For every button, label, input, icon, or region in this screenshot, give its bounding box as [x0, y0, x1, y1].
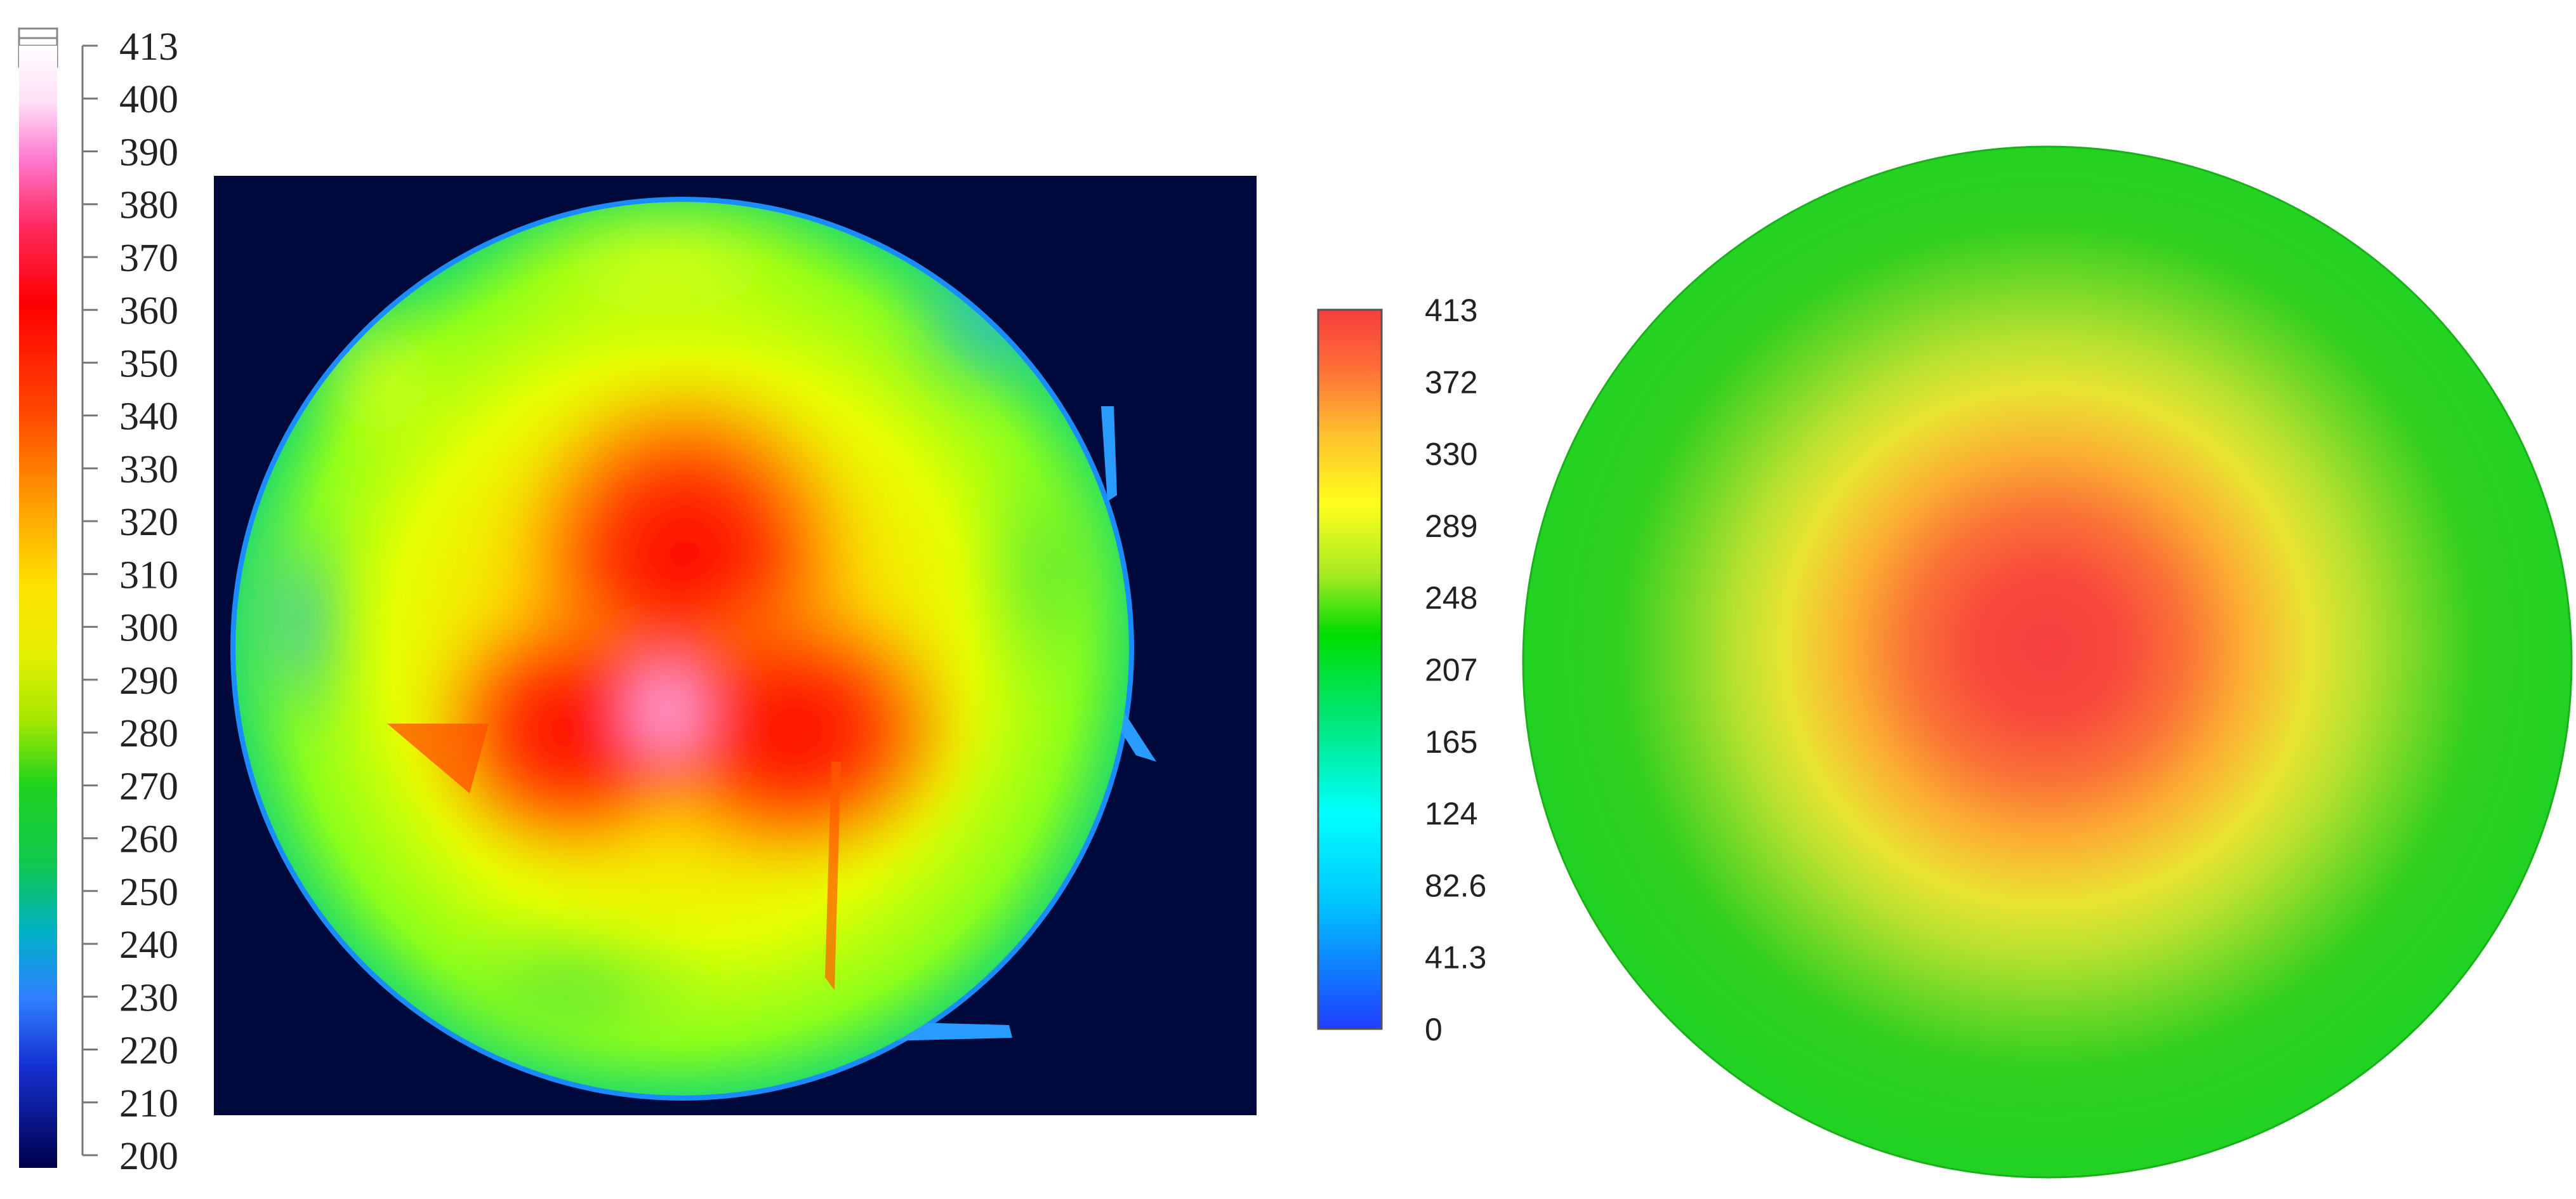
left-colorbar-tick-label: 280 — [119, 712, 178, 755]
middle-colorbar-tick-label: 82.6 — [1425, 868, 1486, 903]
middle-colorbar-tick-label: 413 — [1425, 293, 1477, 328]
left-colorbar-tick-label: 350 — [119, 342, 178, 385]
thermal-image — [214, 176, 1257, 1115]
simulation-disk-fill — [1522, 145, 2573, 1179]
left-colorbar-tick-label: 413 — [119, 25, 178, 69]
left-colorbar-tick-label: 290 — [119, 659, 178, 703]
thermal-spike-mid — [1120, 711, 1156, 762]
left-colorbar-tick-label: 300 — [119, 607, 178, 650]
middle-colorbar-tick-label: 207 — [1425, 652, 1477, 688]
simulation-disk — [1522, 145, 2573, 1179]
middle-colorbar-tick-label: 330 — [1425, 437, 1477, 472]
left-colorbar-tick-label: 220 — [119, 1030, 178, 1073]
left-colorbar-tick-label: 250 — [119, 871, 178, 914]
left-colorbar-gradient — [19, 46, 57, 1168]
left-colorbar-tick-label: 390 — [119, 131, 178, 174]
middle-colorbar-tick-label: 41.3 — [1425, 940, 1486, 976]
middle-colorbar-tick-label: 0 — [1425, 1012, 1443, 1047]
left-colorbar-tick-label: 260 — [119, 818, 178, 861]
left-colorbar-tick-label: 400 — [119, 78, 178, 121]
left-colorbar-tick-label: 340 — [119, 395, 178, 439]
middle-colorbar: 413 372 330 289 248 207 165 124 82.6 41.3 0 — [1317, 293, 1486, 1047]
left-colorbar-tick-label: 200 — [119, 1135, 178, 1178]
left-colorbar-tick-label: 370 — [119, 237, 178, 280]
left-colorbar-tick-label: 330 — [119, 448, 178, 491]
left-colorbar-tick-label: 310 — [119, 553, 178, 597]
middle-colorbar-tick-label: 165 — [1425, 724, 1477, 760]
left-colorbar-tick-label: 360 — [119, 289, 178, 333]
left-colorbar: 413 400 390 380 370 360 350 340 330 320 310 300 290 2… — [18, 25, 178, 1178]
left-colorbar-tick-label: 270 — [119, 765, 178, 808]
left-colorbar-tick-label: 210 — [119, 1082, 178, 1125]
thermal-spike-top — [1101, 406, 1117, 501]
left-colorbar-tick-label: 240 — [119, 924, 178, 967]
middle-colorbar-tick-label: 289 — [1425, 508, 1477, 544]
middle-colorbar-tick-label: 124 — [1425, 796, 1477, 831]
left-colorbar-tick-label: 380 — [119, 184, 178, 227]
middle-colorbar-ticks: 413 372 330 289 248 207 165 124 82.6 41.3 0 — [1425, 293, 1486, 1047]
left-colorbar-ticks: 413 400 390 380 370 360 350 340 330 320 310 300 290 2… — [83, 25, 178, 1178]
middle-colorbar-tick-label: 248 — [1425, 580, 1477, 616]
left-colorbar-tick-label: 320 — [119, 501, 178, 544]
middle-colorbar-gradient — [1317, 308, 1383, 1030]
middle-colorbar-tick-label: 372 — [1425, 364, 1477, 400]
left-colorbar-tick-label: 230 — [119, 976, 178, 1019]
